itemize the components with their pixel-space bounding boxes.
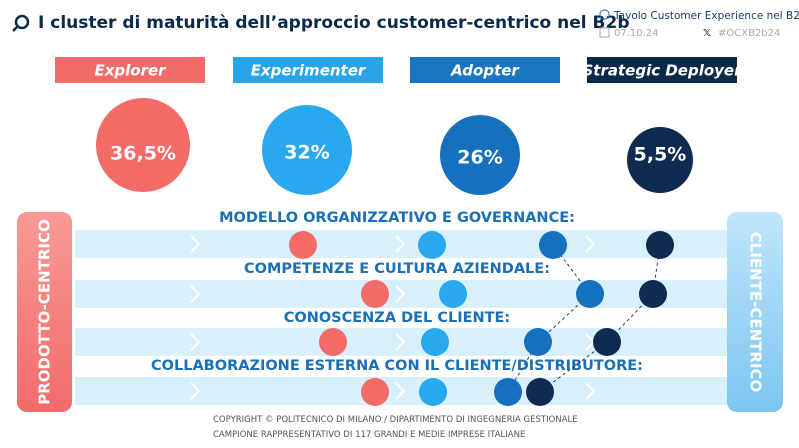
chevron — [395, 382, 406, 400]
source: Tavolo Customer Experience nel B2b — [613, 10, 799, 22]
chevron — [395, 333, 406, 351]
title: I cluster di maturità dell’approccio cus… — [38, 13, 630, 33]
right-pill — [727, 212, 783, 412]
left-pill — [17, 212, 72, 412]
scale-left: PRODOTTO-CENTRICO — [36, 219, 54, 405]
dot — [361, 378, 389, 406]
calendar-icon — [599, 27, 610, 38]
cluster-share: 26% — [457, 147, 502, 169]
chevron — [190, 382, 201, 400]
chevron — [585, 235, 596, 253]
cluster-label-box — [587, 57, 737, 83]
dot — [289, 231, 317, 259]
dot — [539, 231, 567, 259]
dot — [439, 280, 467, 308]
cluster-circle — [96, 98, 190, 192]
scale-right: CLIENTE-CENTRICO — [747, 232, 765, 393]
row-band — [75, 328, 727, 356]
cluster: Adopter 26% — [410, 57, 560, 195]
dot — [361, 280, 389, 308]
row-band — [75, 280, 727, 308]
dimension: CONOSCENZA DEL CLIENTE: — [284, 310, 510, 326]
dot — [494, 378, 522, 406]
cluster-share: 5,5% — [634, 144, 687, 166]
search-icon — [12, 26, 18, 32]
dot — [593, 328, 621, 356]
search-icon — [14, 14, 30, 30]
footer-line: CAMPIONE RAPPRESENTATIVO DI 117 GRANDI E… — [213, 430, 525, 440]
dot — [646, 231, 674, 259]
footer-line: COPYRIGHT © POLITECNICO DI MILANO / DIPA… — [213, 415, 578, 425]
cluster-name: Strategic Deployer — [583, 62, 744, 80]
dot — [576, 280, 604, 308]
connector — [507, 244, 591, 393]
x-icon: 𝕏 — [703, 28, 711, 39]
chevrons — [190, 235, 596, 400]
chevron — [190, 235, 201, 253]
cluster-name: Adopter — [450, 62, 520, 80]
cluster-label-box — [233, 57, 383, 83]
dimension: MODELLO ORGANIZZATIVO E GOVERNANCE: — [219, 210, 575, 226]
cluster-share: 36,5% — [110, 143, 176, 165]
cluster: Experimenter 32% — [233, 57, 383, 195]
connector — [539, 244, 661, 393]
dot — [419, 378, 447, 406]
dimension: COMPETENZE E CULTURA AZIENDALE: — [244, 261, 550, 277]
dots — [289, 231, 674, 406]
cluster-name: Experimenter — [251, 62, 367, 80]
dot — [319, 328, 347, 356]
cluster-name: Explorer — [94, 62, 167, 80]
chevron — [190, 285, 201, 303]
cluster: Strategic Deployer 5,5% — [583, 57, 744, 193]
cluster-circle — [262, 105, 352, 195]
cluster-label-box — [55, 57, 205, 83]
dimension: COLLABORAZIONE ESTERNA CON IL CLIENTE/DI… — [151, 358, 643, 374]
cluster: Explorer 36,5% — [55, 57, 205, 192]
date: 07.10.24 — [614, 28, 659, 39]
cluster-share: 32% — [284, 142, 329, 164]
chevron — [190, 333, 201, 351]
cluster-circle — [440, 115, 520, 195]
chevron — [395, 285, 406, 303]
dot — [526, 378, 554, 406]
hashtag: #OCXB2b24 — [718, 28, 780, 39]
row-band — [75, 377, 727, 405]
cluster-circle — [627, 127, 693, 193]
chat-icon — [599, 9, 610, 20]
dot — [524, 328, 552, 356]
dot — [421, 328, 449, 356]
dot — [639, 280, 667, 308]
chevron — [585, 382, 596, 400]
dot — [418, 231, 446, 259]
cluster-label-box — [410, 57, 560, 83]
chevron — [395, 235, 406, 253]
row-band — [75, 230, 727, 258]
